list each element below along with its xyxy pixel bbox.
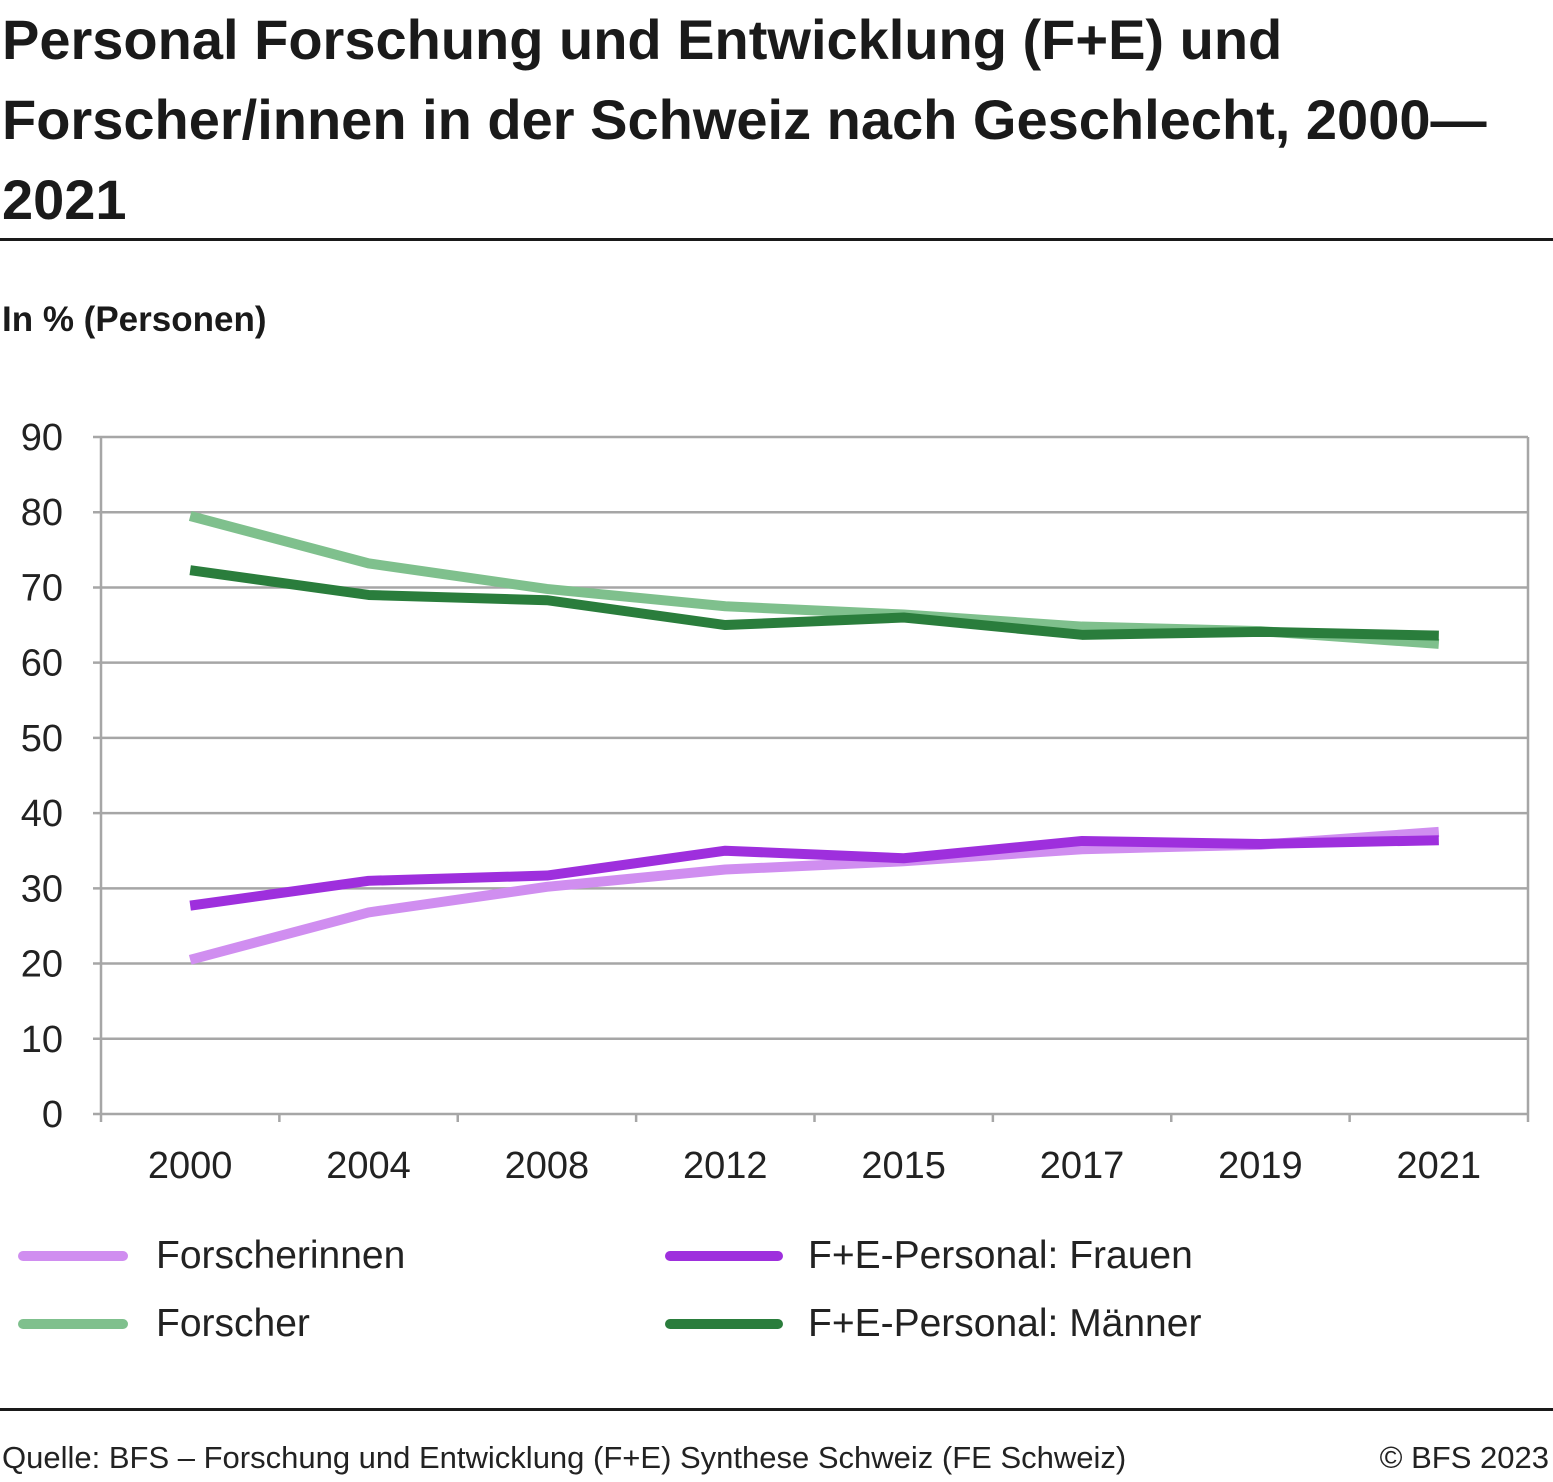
y-tick-label: 10 [21, 1019, 63, 1061]
y-tick-label: 60 [21, 643, 63, 685]
legend-label: Forscher [156, 1302, 310, 1345]
legend-item-forscherinnen: Forscherinnen [18, 1226, 638, 1286]
legend-swatch [18, 1251, 128, 1261]
y-tick-label: 0 [42, 1094, 63, 1136]
series-lines [188, 511, 1440, 965]
title-rule [0, 238, 1553, 241]
chart-title: Personal Forschung und Entwicklung (F+E)… [2, 8, 1487, 231]
x-tick-label: 2004 [326, 1145, 411, 1187]
x-tick-label: 2021 [1397, 1145, 1482, 1187]
legend-swatch [665, 1251, 783, 1261]
unit-label: In % (Personen) [2, 300, 267, 339]
legend-item-forscher: Forscher [18, 1294, 638, 1354]
x-tick-label: 2000 [148, 1145, 233, 1187]
y-tick-label: 90 [21, 417, 63, 459]
line-chart: 0 10 20 30 40 50 60 70 80 90 2000 2004 2008 2012 2015… [21, 417, 1530, 1187]
y-axis: 0 10 20 30 40 50 60 70 80 90 [21, 417, 63, 1136]
x-tick-label: 2008 [505, 1145, 590, 1187]
legend-item-f-e-personal-m-nner: F+E-Personal: Männer [665, 1294, 1285, 1354]
series-line-f-e-personal-frauen [189, 835, 1439, 911]
legend-label: F+E-Personal: Frauen [808, 1234, 1193, 1277]
x-tick-label: 2015 [861, 1145, 946, 1187]
footer-rule [0, 1408, 1553, 1411]
legend-swatch [665, 1319, 783, 1329]
legend-swatch [18, 1319, 128, 1329]
grid [93, 435, 1530, 1116]
y-tick-label: 80 [21, 492, 63, 534]
legend-label: Forscherinnen [156, 1234, 406, 1277]
y-tick-label: 50 [21, 718, 63, 760]
y-tick-label: 30 [21, 868, 63, 910]
legend-item-f-e-personal-frauen: F+E-Personal: Frauen [665, 1226, 1285, 1286]
copyright: © BFS 2023 [1379, 1440, 1549, 1475]
series-line-f-e-personal-m-nner [189, 565, 1439, 641]
y-tick-label: 20 [21, 944, 63, 986]
x-axis: 2000 2004 2008 2012 2015 2017 2019 2021 [99, 1114, 1530, 1187]
legend-label: F+E-Personal: Männer [808, 1302, 1202, 1345]
y-tick-label: 40 [21, 793, 63, 835]
x-tick-label: 2019 [1218, 1145, 1303, 1187]
x-tick-label: 2017 [1040, 1145, 1125, 1187]
y-tick-label: 70 [21, 567, 63, 609]
x-tick-label: 2012 [683, 1145, 768, 1187]
source-note: Quelle: BFS – Forschung und Entwicklung … [2, 1440, 1127, 1475]
